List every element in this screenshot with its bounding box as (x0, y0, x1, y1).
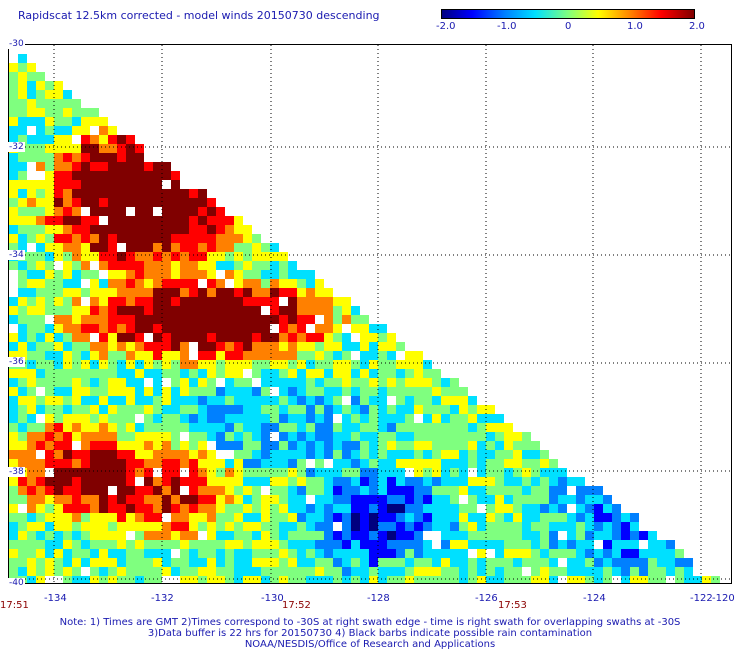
lon-label: -120 (712, 593, 735, 604)
time-label: 17:52 (282, 600, 311, 611)
map-canvas (9, 45, 731, 583)
lon-label: -130 (261, 593, 284, 604)
colorbar-tick: -2.0 (436, 21, 456, 32)
lat-label: -32 (8, 142, 25, 152)
lon-label: -128 (367, 593, 390, 604)
wind-difference-map (8, 44, 732, 584)
lat-label: -36 (8, 357, 25, 367)
colorbar-tick: -1.0 (497, 21, 517, 32)
lon-label: -122 (690, 593, 713, 604)
colorbar-tick: 1.0 (627, 21, 643, 32)
lat-label: -38 (8, 467, 25, 477)
lat-label: -40 (8, 578, 25, 588)
time-label: 17:53 (498, 600, 527, 611)
colorbar (441, 9, 695, 19)
lat-label: -34 (8, 250, 25, 260)
lon-label: -124 (583, 593, 606, 604)
page-title: Rapidscat 12.5km corrected - model winds… (18, 9, 380, 22)
footnote-line-1: Note: 1) Times are GMT 2)Times correspon… (59, 617, 681, 628)
lon-label: -132 (151, 593, 174, 604)
credit-line: NOAA/NESDIS/Office of Research and Appli… (244, 639, 496, 650)
lon-label: -126 (475, 593, 498, 604)
time-label: 17:51 (0, 600, 29, 611)
lat-label: -30 (8, 39, 25, 49)
lon-label: -134 (44, 593, 67, 604)
colorbar-tick: 0 (565, 21, 572, 32)
footnote-line-2: 3)Data buffer is 22 hrs for 20150730 4) … (147, 628, 593, 639)
colorbar-tick: 2.0 (689, 21, 705, 32)
